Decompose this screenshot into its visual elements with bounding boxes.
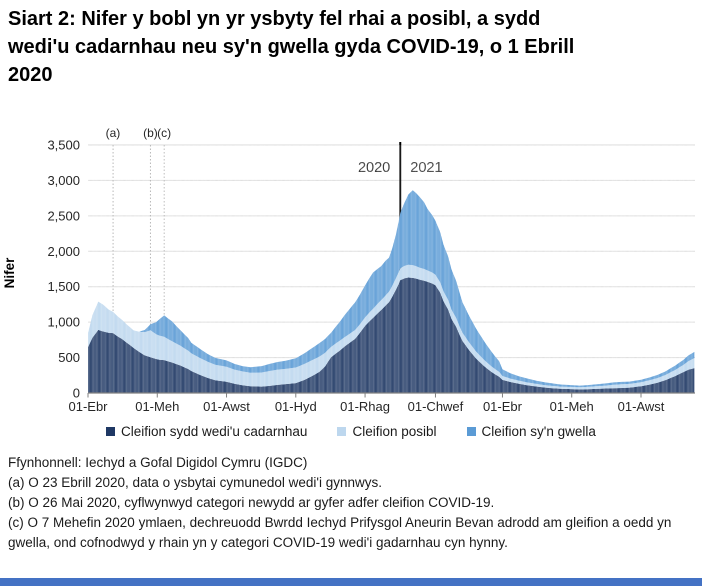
legend-swatch-gwella (466, 427, 476, 436)
footnotes: Ffynhonnell: Iechyd a Gofal Digidol Cymr… (8, 453, 700, 553)
svg-text:(b): (b) (143, 126, 158, 140)
svg-text:3,500: 3,500 (47, 138, 80, 153)
legend-label-gwella: Cleifion sy'n gwella (481, 424, 596, 439)
legend-item-posibl: Cleifion posibl (337, 424, 437, 439)
svg-text:(a): (a) (106, 126, 121, 140)
svg-text:Nifer: Nifer (2, 257, 17, 289)
bar-gap-texture (88, 145, 695, 393)
chart-title-line-1: Siart 2: Nifer y bobl yn yr ysbyty fel r… (8, 8, 541, 30)
legend-label-cadarnhau: Cleifion sydd wedi'u cadarnhau (121, 424, 308, 439)
svg-text:1,500: 1,500 (47, 279, 80, 294)
legend-swatch-posibl (337, 427, 347, 436)
chart-title-line-2: wedi'u cadarnhau neu sy'n gwella gyda CO… (8, 36, 575, 58)
svg-text:01-Hyd: 01-Hyd (275, 399, 317, 414)
legend-label-posibl: Cleifion posibl (352, 424, 437, 439)
svg-text:01-Meh: 01-Meh (135, 399, 179, 414)
footnote-c: (c) O 7 Mehefin 2020 ymlaen, dechreuodd … (8, 515, 672, 550)
svg-text:01-Ebr: 01-Ebr (68, 399, 108, 414)
svg-text:01-Awst: 01-Awst (618, 399, 665, 414)
svg-text:(c): (c) (157, 126, 171, 140)
svg-text:01-Ebr: 01-Ebr (483, 399, 523, 414)
svg-text:2,000: 2,000 (47, 244, 80, 259)
x-axis: 01-Ebr 01-Meh 01-Awst 01-Hyd 01-Rhag 01-Chwef… (68, 392, 695, 414)
bottom-accent-bar (0, 578, 702, 586)
svg-text:01-Rhag: 01-Rhag (340, 399, 390, 414)
svg-text:01-Awst: 01-Awst (203, 399, 250, 414)
svg-text:2,500: 2,500 (47, 208, 80, 223)
source-note: Ffynhonnell: Iechyd a Gofal Digidol Cymr… (8, 455, 308, 470)
svg-text:1,000: 1,000 (47, 315, 80, 330)
svg-text:01-Meh: 01-Meh (550, 399, 594, 414)
svg-text:3,000: 3,000 (47, 173, 80, 188)
footnote-b: (b) O 26 Mai 2020, cyflwynwyd categori n… (8, 495, 495, 510)
svg-text:0: 0 (73, 386, 80, 401)
chart-svg: 0 500 1,000 1,500 2,000 2,500 3,000 3,500 Nifer (… (2, 126, 695, 414)
chart-legend: Cleifion sydd wedi'u cadarnhau Cleifion … (106, 424, 596, 439)
svg-text:500: 500 (58, 350, 80, 365)
legend-item-gwella: Cleifion sy'n gwella (466, 424, 596, 439)
footnote-a: (a) O 23 Ebrill 2020, data o ysbytai cym… (8, 475, 383, 490)
chart-title-line-3: 2020 (8, 64, 53, 86)
legend-item-cadarnhau: Cleifion sydd wedi'u cadarnhau (106, 424, 307, 439)
chart-title: Siart 2: Nifer y bobl yn yr ysbyty fel r… (8, 5, 698, 89)
svg-text:01-Chwef: 01-Chwef (408, 399, 464, 414)
covid-hospital-stacked-area-chart: 0 500 1,000 1,500 2,000 2,500 3,000 3,500 Nifer (… (0, 115, 702, 427)
legend-swatch-cadarnhau (106, 427, 115, 436)
